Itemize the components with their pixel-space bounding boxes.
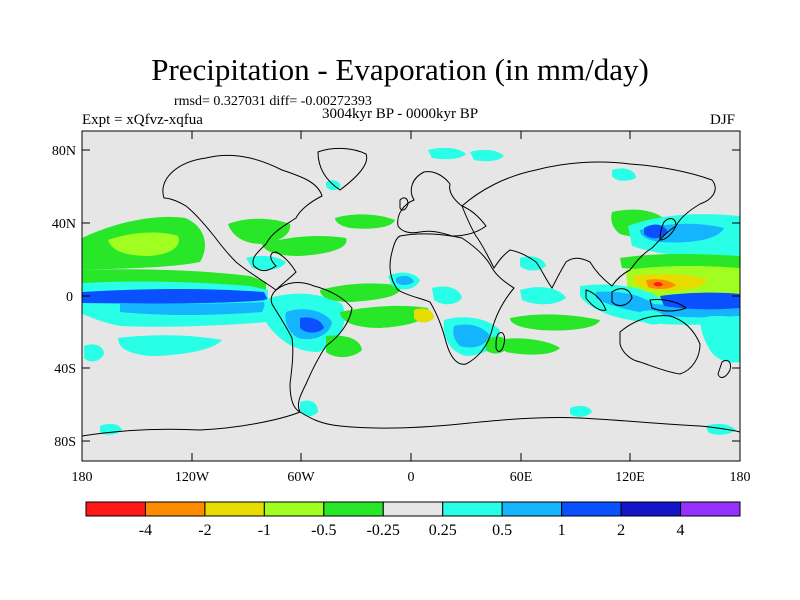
- rmsd-diff-stats: rmsd= 0.327031 diff= -0.00272393: [174, 94, 372, 109]
- coastline-borneo: [611, 288, 633, 306]
- experiment-label: Expt = xQfvz-xqfua: [82, 112, 203, 128]
- contour-lime-north-pacific: [108, 232, 179, 256]
- colorbar-swatch-9: [620, 501, 682, 517]
- coastline-south-america: [270, 282, 353, 414]
- contour-green-indian-ocean-2: [496, 338, 560, 355]
- contour-cyan-central-africa: [432, 286, 462, 305]
- lat-label-80n: 80N: [52, 144, 76, 159]
- colorbar-swatch-10: [680, 501, 741, 517]
- contour-cyan-south-pacific-east: [700, 315, 740, 363]
- colorbar-swatch-7: [501, 501, 563, 517]
- contour-lightblue-west-africa: [396, 275, 414, 285]
- colorbar: -4 -2 -1 -0.5 -0.25 0.25 0.5 1 2 4: [85, 501, 741, 539]
- contour-green-indian-ocean-1: [510, 314, 600, 331]
- lat-label-80s: 80S: [54, 435, 76, 450]
- lon-label-180-east: 180: [730, 470, 751, 485]
- colorbar-swatch-1: [144, 501, 206, 517]
- colorbar-label-5: 0.25: [429, 522, 457, 539]
- contour-cyan-patagonia: [300, 400, 318, 417]
- coastlines: [82, 147, 740, 437]
- colorbar-swatch-3: [263, 501, 325, 517]
- lat-ticks: [82, 149, 740, 442]
- colorbar-label-8: 2: [617, 522, 625, 539]
- lon-label-60w: 60W: [287, 470, 315, 485]
- season-label: DJF: [710, 112, 736, 128]
- contour-lightblue-southern-africa: [453, 324, 490, 348]
- colorbar-swatch-0: [85, 501, 146, 517]
- contour-lightblue-pacific: [120, 302, 266, 315]
- contour-green-atlantic: [262, 236, 347, 256]
- coastline-sumatra: [585, 289, 607, 311]
- chart-title: Precipitation - Evaporation (in mm/day): [151, 52, 649, 87]
- contour-green-north-atlantic: [335, 214, 395, 229]
- contour-green-north-america: [228, 218, 291, 244]
- coastline-asia: [461, 161, 716, 289]
- contour-blue-spcz: [660, 292, 740, 310]
- lat-label-40n: 40N: [52, 217, 76, 232]
- coastline-new-zealand: [717, 359, 731, 378]
- coastline-uk: [399, 197, 409, 211]
- contour-cyan-antarctic-2: [706, 423, 736, 435]
- colorbar-swatch-4: [323, 501, 384, 517]
- contour-cyan-arctic-2: [470, 149, 504, 162]
- lat-label-40s: 40S: [54, 362, 76, 377]
- coastline-australia: [619, 315, 701, 375]
- coastline-madagascar: [495, 331, 505, 352]
- colorbar-label-4: -0.25: [367, 522, 400, 539]
- contour-cyan-arctic-1: [428, 147, 466, 160]
- coastline-greenland: [317, 147, 368, 191]
- contour-blue-equatorial-pacific: [82, 289, 268, 304]
- coastline-north-america: [162, 154, 323, 291]
- contour-red-western-pacific: [654, 281, 663, 287]
- contour-green-south-atlantic: [340, 305, 429, 328]
- colorbar-swatch-6: [442, 501, 503, 517]
- contour-yellow-south-atlantic: [414, 308, 434, 323]
- lon-label-60e: 60E: [510, 470, 533, 485]
- lon-label-180-west: 180: [72, 470, 93, 485]
- colorbar-label-1: -2: [198, 522, 211, 539]
- contour-cyan-indian-ocean: [520, 287, 566, 305]
- lon-label-120w: 120W: [175, 470, 210, 485]
- colorbar-swatch-2: [204, 501, 265, 517]
- colorbar-swatch-8: [561, 501, 622, 517]
- contour-green-argentina: [326, 335, 362, 358]
- coastline-antarctica: [82, 411, 740, 437]
- colorbar-swatch-5: [382, 501, 444, 517]
- contour-cyan-siberia: [612, 168, 636, 181]
- colorbar-label-9: 4: [677, 522, 685, 539]
- coastline-new-guinea: [649, 299, 688, 312]
- contour-blue-amazon: [300, 317, 324, 333]
- lon-label-0: 0: [408, 470, 415, 485]
- lat-label-0: 0: [66, 290, 73, 305]
- lon-ticks: [81, 131, 741, 461]
- colorbar-label-6: 0.5: [492, 522, 512, 539]
- contour-cyan-australia-north: [640, 310, 666, 325]
- contour-cyan-antarctic-1: [570, 405, 592, 417]
- contour-cyan-south-pacific: [118, 335, 222, 356]
- colorbar-label-7: 1: [558, 522, 566, 539]
- lon-label-120e: 120E: [615, 470, 645, 485]
- contour-cyan-sw-pacific-blob: [84, 344, 104, 362]
- colorbar-label-0: -4: [139, 522, 152, 539]
- period-label: 3004kyr BP - 0000kyr BP: [322, 106, 479, 122]
- coastline-japan: [659, 218, 677, 241]
- coastline-africa: [389, 233, 515, 365]
- colorbar-label-2: -1: [258, 522, 271, 539]
- colorbar-label-3: -0.5: [311, 522, 336, 539]
